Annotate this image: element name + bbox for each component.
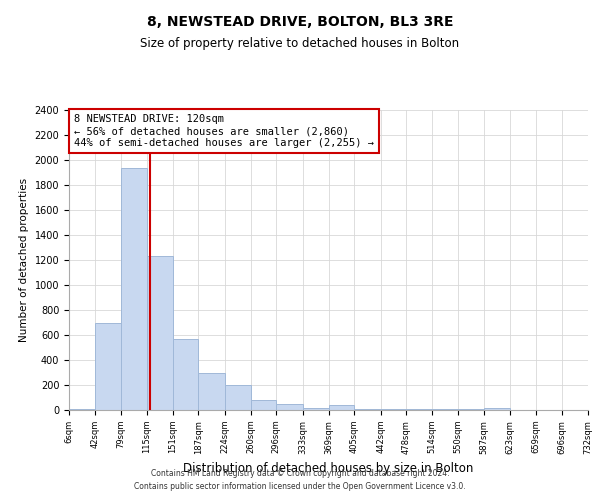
Bar xyxy=(199,372,225,410)
Y-axis label: Number of detached properties: Number of detached properties xyxy=(19,178,29,342)
Bar xyxy=(173,339,199,410)
Bar xyxy=(147,256,173,410)
Text: Contains HM Land Registry data © Crown copyright and database right 2024.: Contains HM Land Registry data © Crown c… xyxy=(151,468,449,477)
Bar xyxy=(95,322,121,410)
Bar xyxy=(303,408,329,410)
Text: 8, NEWSTEAD DRIVE, BOLTON, BL3 3RE: 8, NEWSTEAD DRIVE, BOLTON, BL3 3RE xyxy=(147,15,453,29)
Bar xyxy=(277,404,303,410)
Bar xyxy=(121,168,147,410)
Bar xyxy=(406,409,432,410)
Bar xyxy=(354,409,380,410)
X-axis label: Distribution of detached houses by size in Bolton: Distribution of detached houses by size … xyxy=(184,462,473,475)
Bar xyxy=(329,405,354,410)
Text: Contains public sector information licensed under the Open Government Licence v3: Contains public sector information licen… xyxy=(134,482,466,491)
Text: Size of property relative to detached houses in Bolton: Size of property relative to detached ho… xyxy=(140,38,460,51)
Text: 8 NEWSTEAD DRIVE: 120sqm
← 56% of detached houses are smaller (2,860)
44% of sem: 8 NEWSTEAD DRIVE: 120sqm ← 56% of detach… xyxy=(74,114,374,148)
Bar xyxy=(225,385,251,410)
Bar xyxy=(484,408,510,410)
Bar xyxy=(251,400,277,410)
Bar xyxy=(69,409,95,410)
